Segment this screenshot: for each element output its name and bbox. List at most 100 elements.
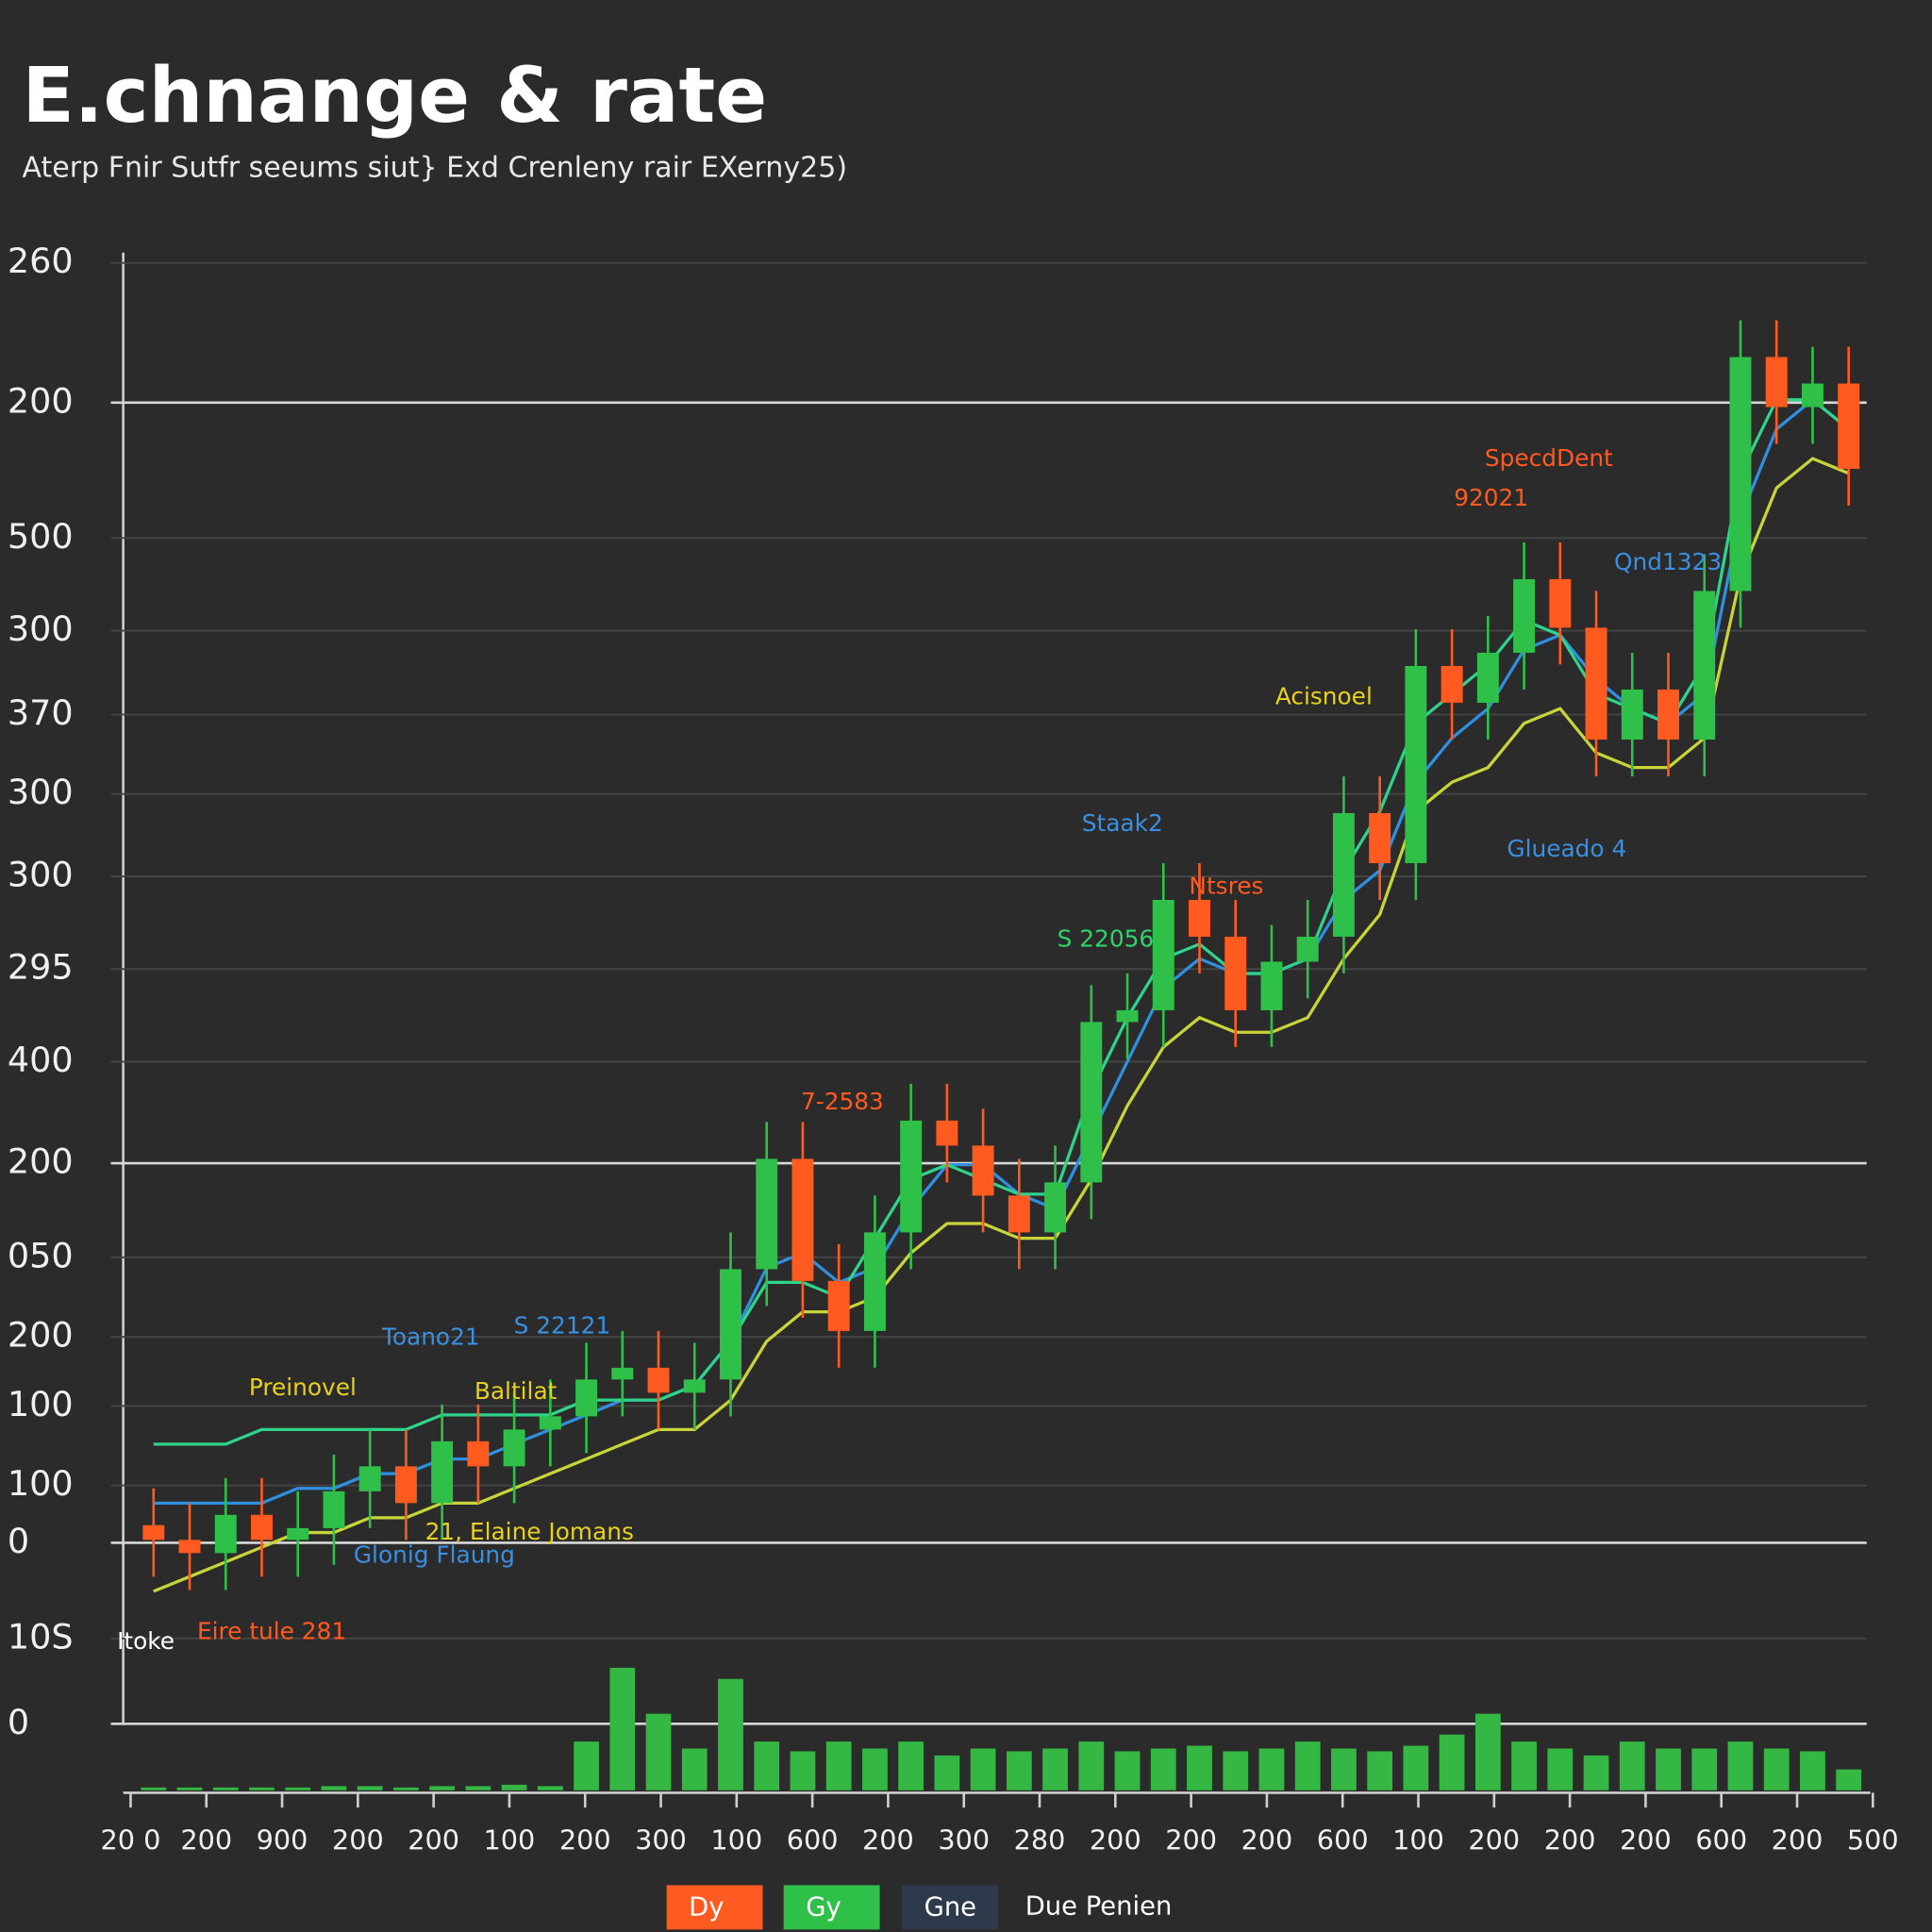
candle-body: [1008, 1195, 1030, 1233]
x-tick-label: 600: [1317, 1824, 1369, 1857]
annotation: Ntsres: [1189, 872, 1263, 899]
candle-body: [1729, 357, 1752, 591]
x-tick-label: 200: [862, 1824, 914, 1857]
candle-body: [1296, 936, 1319, 962]
candle-body: [1621, 689, 1643, 740]
y-tick-label: 200: [8, 1315, 74, 1356]
volume-bar: [1331, 1748, 1357, 1790]
volume-bar: [934, 1755, 960, 1790]
volume-bar: [1367, 1751, 1393, 1790]
volume-bar: [754, 1741, 780, 1790]
candle-body: [1080, 1022, 1103, 1183]
candle-body: [900, 1120, 923, 1233]
x-tick-label: 200: [408, 1824, 459, 1857]
y-tick-label: 500: [8, 516, 74, 557]
candle-body: [323, 1491, 345, 1528]
y-tick-label: 300: [8, 772, 74, 812]
candle-body: [1765, 357, 1788, 408]
candle-body: [1189, 899, 1210, 937]
x-tick-label: 200: [1468, 1824, 1520, 1857]
candle-body: [972, 1145, 994, 1196]
annotation: Qnd1323: [1614, 548, 1722, 575]
x-tick-label: 100: [710, 1824, 762, 1857]
candle-body: [1441, 665, 1463, 703]
y-tick-label: 400: [8, 1040, 74, 1080]
y-tick-label: 100: [8, 1463, 74, 1504]
volume-bar: [609, 1667, 636, 1790]
annotation: 92021: [1454, 484, 1528, 511]
candle-body: [394, 1466, 417, 1504]
annotation: Glonig Flaung: [354, 1541, 515, 1569]
candle-body: [178, 1540, 201, 1554]
volume-bar: [1763, 1748, 1790, 1790]
annotation: 21, Elaine Jomans: [425, 1518, 634, 1545]
annotation: S 22056: [1058, 925, 1155, 953]
legend-label: Gy: [806, 1893, 841, 1923]
annotation: Staak2: [1082, 809, 1163, 837]
volume-bar: [1006, 1751, 1032, 1790]
volume-bar: [212, 1787, 239, 1790]
volume-bar: [1439, 1734, 1465, 1790]
candle-body: [251, 1514, 273, 1541]
x-tick-label: 280: [1014, 1824, 1066, 1857]
volume-bar: [249, 1787, 275, 1790]
candle-body: [863, 1232, 886, 1331]
candle-body: [575, 1379, 598, 1417]
x-tick-label: 200: [1620, 1824, 1672, 1857]
chart-title: E.chnange & rate: [23, 52, 768, 141]
annotation: Toano21: [381, 1323, 480, 1350]
y-tick-label: 050: [8, 1235, 74, 1275]
candle-body: [1332, 812, 1355, 937]
candle-body: [1549, 578, 1572, 628]
volume-bar: [1474, 1713, 1501, 1790]
legend-swatch: [666, 1885, 763, 1930]
legend-swatch: [902, 1885, 998, 1930]
x-tick-label: 300: [938, 1824, 990, 1857]
candle-body: [503, 1429, 525, 1467]
annotation: Preinovel: [249, 1374, 357, 1401]
x-tick-label: 100: [484, 1824, 536, 1857]
volume-bar: [862, 1748, 888, 1790]
candle-body: [647, 1367, 670, 1393]
volume-bar: [1511, 1741, 1537, 1790]
volume-bar: [357, 1786, 383, 1790]
volume-bar: [1800, 1751, 1825, 1790]
x-tick-label: 600: [787, 1824, 839, 1857]
y-tick-label: 260: [8, 241, 74, 281]
volume-bar: [1294, 1741, 1321, 1790]
volume-bar: [321, 1786, 347, 1790]
candle-body: [431, 1441, 454, 1504]
volume-bar: [645, 1713, 672, 1790]
volume-bar: [1258, 1748, 1285, 1790]
y-tick-label: 200: [8, 380, 74, 421]
volume-bar: [718, 1678, 743, 1790]
candle-body: [791, 1158, 814, 1281]
candle-body: [611, 1367, 634, 1380]
annotation: 7-2583: [801, 1088, 884, 1115]
volume-bar: [1547, 1748, 1574, 1790]
line-series: [153, 398, 1850, 1446]
x-tick-label: 600: [1695, 1824, 1747, 1857]
x-tick-label: 20 0: [100, 1824, 160, 1857]
candle-body: [756, 1158, 778, 1270]
candle-body: [358, 1466, 381, 1491]
x-tick-label: 200: [1772, 1824, 1824, 1857]
x-tick-label: 100: [1392, 1824, 1444, 1857]
volume-bar: [1042, 1748, 1068, 1790]
candle-body: [287, 1527, 309, 1541]
x-tick-label: 200: [1090, 1824, 1141, 1857]
candle-body: [539, 1416, 561, 1430]
volume-bar: [429, 1786, 456, 1790]
x-tick-label: 200: [1241, 1824, 1293, 1857]
volume-bar: [1619, 1741, 1645, 1790]
candle-body: [1476, 652, 1499, 703]
volume-bar: [1656, 1748, 1681, 1790]
x-tick-label: 200: [559, 1824, 611, 1857]
legend-label: Due Penien: [1025, 1891, 1173, 1921]
candle-body: [142, 1524, 165, 1541]
y-tick-label: 10S: [8, 1616, 74, 1657]
volume-bar: [1727, 1741, 1754, 1790]
volume-bar: [790, 1751, 816, 1790]
